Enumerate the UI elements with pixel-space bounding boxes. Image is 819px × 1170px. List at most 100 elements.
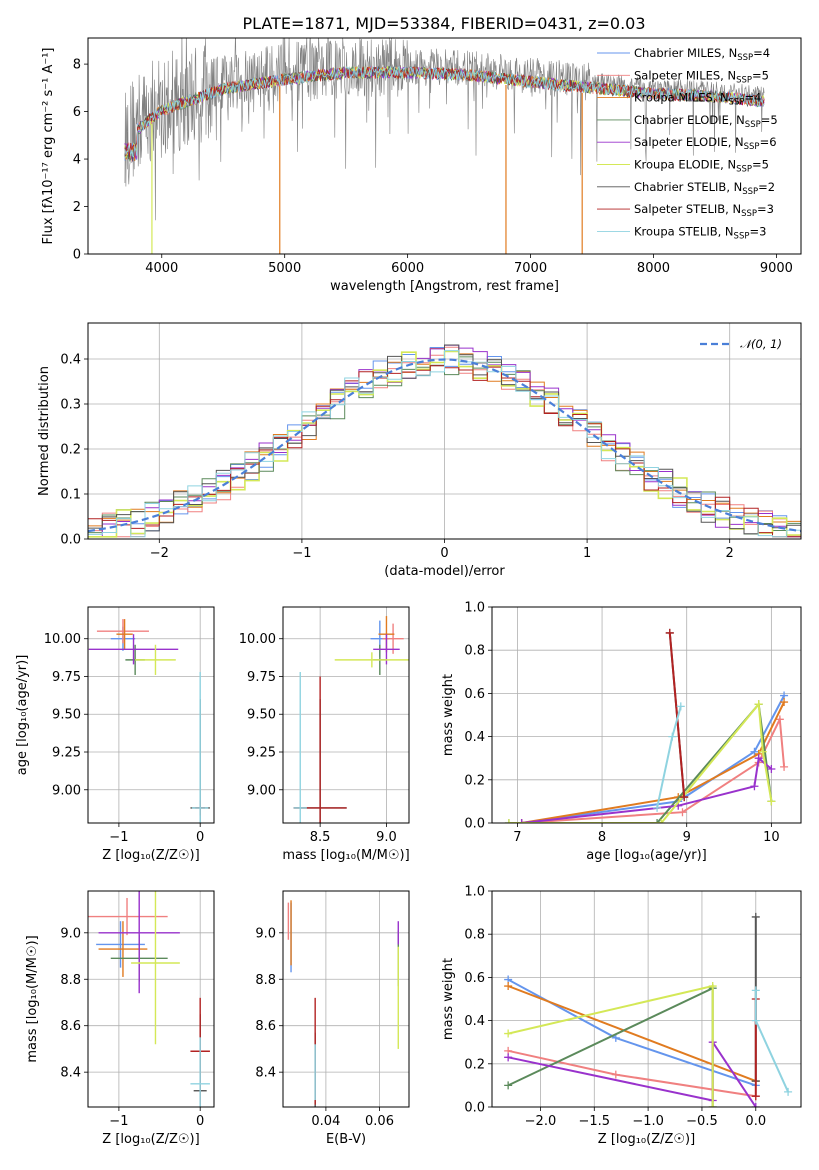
- weight-line-8: [754, 990, 790, 1093]
- weight-marker-8: [668, 732, 677, 741]
- weight-line-5: [508, 701, 773, 823]
- weight-marker-5: [657, 819, 666, 823]
- y-tick-label: 10.00: [44, 632, 81, 647]
- weight-marker-4: [504, 1053, 513, 1062]
- y-tick-label: 8.6: [60, 1019, 81, 1034]
- axes-frame: [491, 606, 802, 824]
- weight-line-7: [668, 632, 686, 798]
- y-axis-label: mass weight: [441, 674, 456, 756]
- x-tick-label: −0.5: [686, 1114, 718, 1129]
- x-tick-label: −1: [292, 546, 311, 561]
- weight-vs-age-panel: 7 8 9 10 0.0 0.2 0.4 0.6 0.8 1.0 age [log₁₀(age/yr…: [441, 601, 802, 863]
- axes-frame: [87, 890, 215, 1108]
- weight-vs-metallicity-panel: −2.0 −1.5 −1.0 −0.5 0.0 0.0 0.2 0.4 0.6 0.8 1.0 Z […: [441, 885, 802, 1147]
- weight-marker-1: [678, 808, 687, 817]
- x-tick-label: 0: [196, 830, 204, 845]
- x-tick-label: 0.0: [745, 1114, 766, 1129]
- y-tick-label: 8.8: [255, 973, 276, 988]
- weight-marker-7: [680, 793, 689, 802]
- y-tick-label: 9.50: [247, 708, 276, 723]
- weight-marker-8: [653, 803, 662, 812]
- x-tick-label: −1: [109, 1114, 128, 1129]
- x-tick-label: −1: [109, 830, 128, 845]
- x-tick-label: 8.5: [310, 830, 331, 845]
- y-tick-label: 0.0: [464, 1101, 485, 1116]
- x-tick-label: −2.0: [525, 1114, 557, 1129]
- normal-reference-curve: [88, 358, 801, 533]
- x-tick-label: 0.06: [365, 1114, 394, 1129]
- y-tick-label: 9.25: [52, 746, 81, 761]
- age-vs-metallicity-panel: −1 0 9.00 9.25 9.50 9.75 10.00 Z [log₁₀(Z/Z☉)] a…: [15, 606, 215, 863]
- plot-area: [88, 344, 801, 538]
- legend-entry: Salpeter MILES, NSSP=5: [634, 68, 769, 85]
- weight-marker-7: [751, 1092, 760, 1101]
- y-tick-label: 9.00: [52, 783, 81, 798]
- observed-spectrum: [124, 38, 765, 221]
- y-tick-label: 8: [73, 58, 81, 73]
- axes-frame: [87, 606, 215, 824]
- y-tick-label: 9.0: [255, 926, 276, 941]
- y-tick-label: 0.2: [464, 773, 485, 788]
- y-tick-label: 0: [73, 248, 81, 263]
- y-tick-label: 0.4: [464, 1014, 485, 1029]
- x-tick-label: −1.5: [578, 1114, 610, 1129]
- model-spectrum-8: [124, 65, 765, 158]
- weight-marker-5: [767, 797, 776, 806]
- x-tick-label: 8: [598, 830, 606, 845]
- weight-marker-7: [665, 628, 674, 637]
- y-tick-label: 8.8: [60, 973, 81, 988]
- weight-marker-5: [754, 700, 763, 709]
- spectrum-panel: 4000 5000 6000 7000 8000 9000 0 2 4 6 8 wavelength …: [41, 37, 802, 294]
- x-axis-label: mass [log₁₀(M/M☉)]: [282, 848, 409, 863]
- legend-entry: 𝒩(0, 1): [740, 337, 782, 351]
- x-tick-label: 0.04: [311, 1114, 340, 1129]
- weight-marker-1: [780, 762, 789, 771]
- x-axis-label: wavelength [Angstrom, rest frame]: [330, 279, 559, 294]
- plot-area: [287, 900, 399, 1107]
- y-tick-label: 0.2: [464, 1057, 485, 1072]
- x-axis-label: age [log₁₀(age/yr)]: [586, 848, 707, 863]
- weight-line-3: [507, 986, 714, 1107]
- x-tick-label: 9000: [760, 261, 793, 276]
- x-tick-label: −2: [150, 546, 169, 561]
- y-tick-label: 0.6: [464, 971, 485, 986]
- y-tick-label: 8.4: [255, 1066, 276, 1081]
- x-tick-label: 9: [683, 830, 691, 845]
- weight-marker-8: [751, 1016, 760, 1025]
- axes-frame: [491, 890, 802, 1108]
- mass-vs-reddening-panel: 0.04 0.06 8.4 8.6 8.8 9.0 E(B-V): [255, 890, 410, 1147]
- x-tick-label: 8000: [637, 261, 670, 276]
- legend-entry: Chabrier MILES, NSSP=4: [634, 46, 770, 63]
- y-axis-label: mass [log₁₀(M/M☉)]: [25, 935, 40, 1062]
- y-axis-label: age [log₁₀(age/yr)]: [15, 655, 30, 776]
- x-tick-label: 0: [196, 1114, 204, 1129]
- y-tick-label: 9.0: [60, 926, 81, 941]
- y-axis-label: Flux [fλ10⁻¹⁷ erg cm⁻² s⁻¹ A⁻¹]: [41, 48, 56, 245]
- x-tick-label: 7000: [514, 261, 547, 276]
- weight-line-2: [521, 701, 785, 823]
- y-tick-label: 6: [73, 105, 81, 120]
- axes-frame: [87, 37, 802, 255]
- x-axis-label: Z [log₁₀(Z/Z☉)]: [598, 1132, 695, 1147]
- weight-marker-5: [708, 1103, 717, 1107]
- y-tick-label: 1.0: [464, 601, 485, 616]
- x-tick-label: 2: [726, 546, 734, 561]
- weight-marker-1: [775, 715, 784, 724]
- weight-line-0: [521, 695, 785, 823]
- weight-marker-3: [504, 1081, 513, 1090]
- y-tick-label: 0.6: [464, 687, 485, 702]
- y-tick-label: 2: [73, 200, 81, 215]
- weight-marker-5: [708, 982, 717, 991]
- legend-entry: Kroupa ELODIE, NSSP=5: [634, 158, 769, 175]
- residual-histogram-8: [88, 350, 801, 538]
- x-tick-label: 7: [513, 830, 521, 845]
- weight-marker-2: [780, 698, 789, 707]
- weight-line-4: [507, 1038, 757, 1107]
- y-tick-label: 0.2: [60, 443, 81, 458]
- y-tick-label: 9.00: [247, 783, 276, 798]
- spectrum-legend: Chabrier MILES, NSSP=4 Salpeter MILES, NS…: [597, 46, 778, 241]
- weight-marker-4: [751, 1103, 760, 1107]
- y-tick-label: 8.4: [60, 1066, 81, 1081]
- weight-line-3: [508, 701, 773, 823]
